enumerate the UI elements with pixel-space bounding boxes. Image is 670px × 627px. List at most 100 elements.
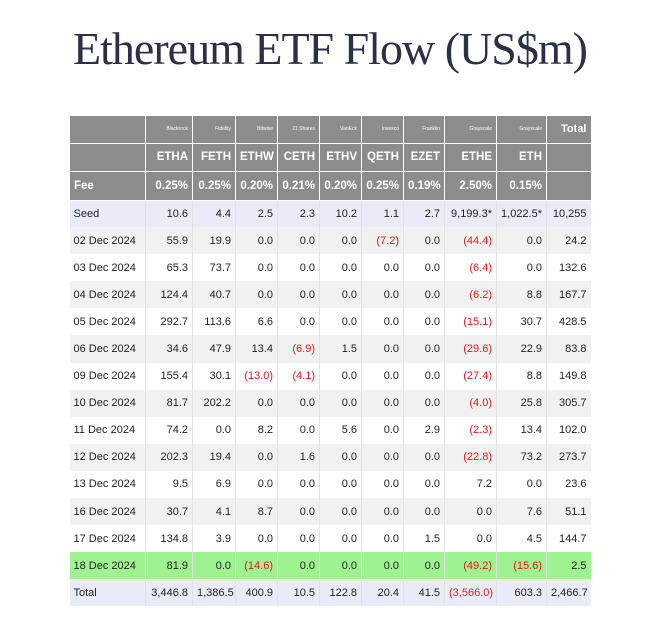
flow-cell: (6.2) (444, 281, 497, 309)
flow-cell: 0.0 (403, 281, 445, 309)
flow-cell: 0.0 (361, 254, 404, 282)
flow-cell: (7.2) (361, 227, 404, 255)
flow-cell: 0.0 (235, 227, 278, 255)
flow-cell: (22.8) (444, 443, 497, 471)
flow-cell: 0.0 (277, 470, 320, 499)
flow-cell: 81.7 (145, 389, 193, 417)
data-row: 16 Dec 2024 30.7 4.1 8.7 0.0 0.0 0.0 0.0 0.0 7.6 5… (69, 498, 591, 526)
flow-cell: 0.0 (277, 416, 320, 444)
flow-cell: 0.0 (277, 227, 320, 255)
flow-cell: 24.2 (546, 227, 591, 255)
flow-cell: 40.7 (192, 281, 236, 309)
row-label: 11 Dec 2024 (73, 424, 136, 437)
flow-cell: (27.4) (444, 362, 497, 390)
flow-cell: 7.2 (444, 470, 497, 499)
flow-cell: (4.1) (277, 362, 320, 390)
fee-label: Fee (69, 171, 146, 201)
flow-cell: 74.2 (145, 416, 193, 444)
row-label: 18 Dec 2024 (69, 552, 146, 580)
flow-cell: 0.0 (235, 389, 278, 417)
flow-cell: 0.0 (403, 362, 445, 390)
flow-cell: 0.0 (277, 498, 320, 526)
row-label: 06 Dec 2024 (69, 335, 146, 363)
flow-cell: (15.6) (496, 552, 547, 580)
flow-cell: 0.0 (235, 254, 278, 282)
flow-cell: 0.0 (319, 443, 362, 471)
ticker: ETH (496, 143, 547, 172)
flow-cell: 202.3 (145, 443, 193, 471)
flow-cell: 0.0 (403, 443, 445, 471)
row-label: 03 Dec 2024 (73, 261, 136, 274)
flow-cell: 0.0 (277, 254, 320, 282)
flow-cell: 55.9 (145, 227, 193, 255)
flow-cell: 8.2 (235, 416, 278, 444)
flow-cell: 13.4 (496, 416, 547, 444)
flow-cell: 0.0 (403, 335, 445, 363)
issuer-name: Grayscale (444, 116, 497, 144)
flow-cell: 3,446.8 (145, 579, 193, 607)
data-row: 04 Dec 2024 124.4 40.7 0.0 0.0 0.0 0.0 0.0 (6.2)… (69, 281, 591, 309)
flow-cell: 51.1 (546, 498, 591, 526)
data-row: 09 Dec 2024 155.4 30.1 (13.0) (4.1) 0.0 0.0 0.0… (70, 362, 591, 390)
data-row: 10 Dec 2024 81.7 202.2 0.0 0.0 0.0 0.0 0.0 (4.0)… (69, 389, 591, 417)
flow-cell: 47.9 (192, 335, 236, 363)
flow-cell: (14.6) (235, 552, 278, 580)
flow-cell: 0.0 (444, 498, 497, 526)
row-label: Seed (69, 200, 146, 228)
flow-cell: (6.9) (277, 335, 320, 363)
flow-cell: 0.0 (496, 227, 547, 255)
fee: 0.19% (403, 171, 445, 201)
data-row: Seed 10.6 4.4 2.5 2.3 10.2 1.1 2.7 9,199.3* 1,022… (69, 200, 591, 228)
flow-cell: 10.6 (145, 200, 193, 228)
flow-cell: 0.0 (403, 470, 445, 499)
flow-cell: 0.0 (496, 470, 547, 499)
flow-cell: 2.3 (277, 200, 320, 228)
flow-cell: 0.0 (361, 362, 404, 390)
row-label: 10 Dec 2024 (69, 389, 146, 417)
flow-cell: 83.8 (546, 335, 591, 363)
flow-cell: 0.0 (319, 525, 362, 553)
blank-cell (546, 143, 591, 172)
ticker-row: ETHA FETH ETHW CETH ETHV QETH EZET ETHE ETH (69, 143, 591, 172)
flow-cell: 0.0 (361, 389, 404, 417)
flow-cell: (4.0) (444, 389, 497, 417)
total-header: Total (546, 116, 591, 144)
flow-cell: 6.6 (235, 308, 278, 336)
flow-cell: 10.5 (277, 579, 320, 607)
flow-cell: 0.0 (361, 470, 404, 499)
flow-cell: 603.3 (496, 579, 547, 607)
ticker: EZET (403, 143, 445, 172)
data-row: 11 Dec 2024 74.2 0.0 8.2 0.0 5.6 0.0 2.9 (2.3) 13… (70, 416, 591, 444)
row-label: 13 Dec 2024 (73, 478, 136, 491)
ticker: FETH (192, 143, 236, 172)
fee: 0.20% (319, 171, 362, 201)
flow-cell: 0.0 (361, 416, 404, 444)
data-row: Total 3,446.8 1,386.5 400.9 10.5 122.8 20.4 41.… (69, 579, 591, 607)
flow-cell: 4.5 (496, 525, 547, 553)
data-row: 06 Dec 2024 34.6 47.9 13.4 (6.9) 1.5 0.0 0.0 (29… (69, 335, 591, 363)
flow-cell: (44.4) (444, 227, 497, 255)
flow-cell: 0.0 (319, 308, 362, 336)
flow-cell: 1.6 (277, 443, 320, 471)
flow-cell: 0.0 (235, 443, 278, 471)
flow-cell: 0.0 (319, 281, 362, 309)
flow-cell: (15.1) (444, 308, 497, 336)
title: Ethereum ETF Flow (US$m) (73, 23, 588, 74)
flow-cell: (2.3) (444, 416, 497, 444)
flow-cell: 0.0 (403, 389, 445, 417)
ticker: CETH (277, 143, 320, 172)
data-row: 12 Dec 2024 202.3 19.4 0.0 1.6 0.0 0.0 0.0 (22.8… (69, 443, 591, 471)
flow-cell: 400.9 (235, 579, 278, 607)
row-label: 05 Dec 2024 (73, 315, 136, 328)
flow-cell: 5.6 (319, 416, 362, 444)
flow-cell: (3,566.0) (444, 579, 497, 607)
ticker: ETHA (145, 143, 193, 172)
flow-cell: 8.7 (235, 498, 278, 526)
flow-cell: 102.0 (546, 416, 591, 444)
flow-cell: 0.0 (403, 254, 445, 282)
row-label: Total (69, 579, 146, 607)
blank-cell (546, 171, 591, 201)
flow-cell: 134.8 (145, 525, 193, 553)
flow-cell: 0.0 (361, 281, 404, 309)
row-label: 17 Dec 2024 (73, 532, 136, 545)
